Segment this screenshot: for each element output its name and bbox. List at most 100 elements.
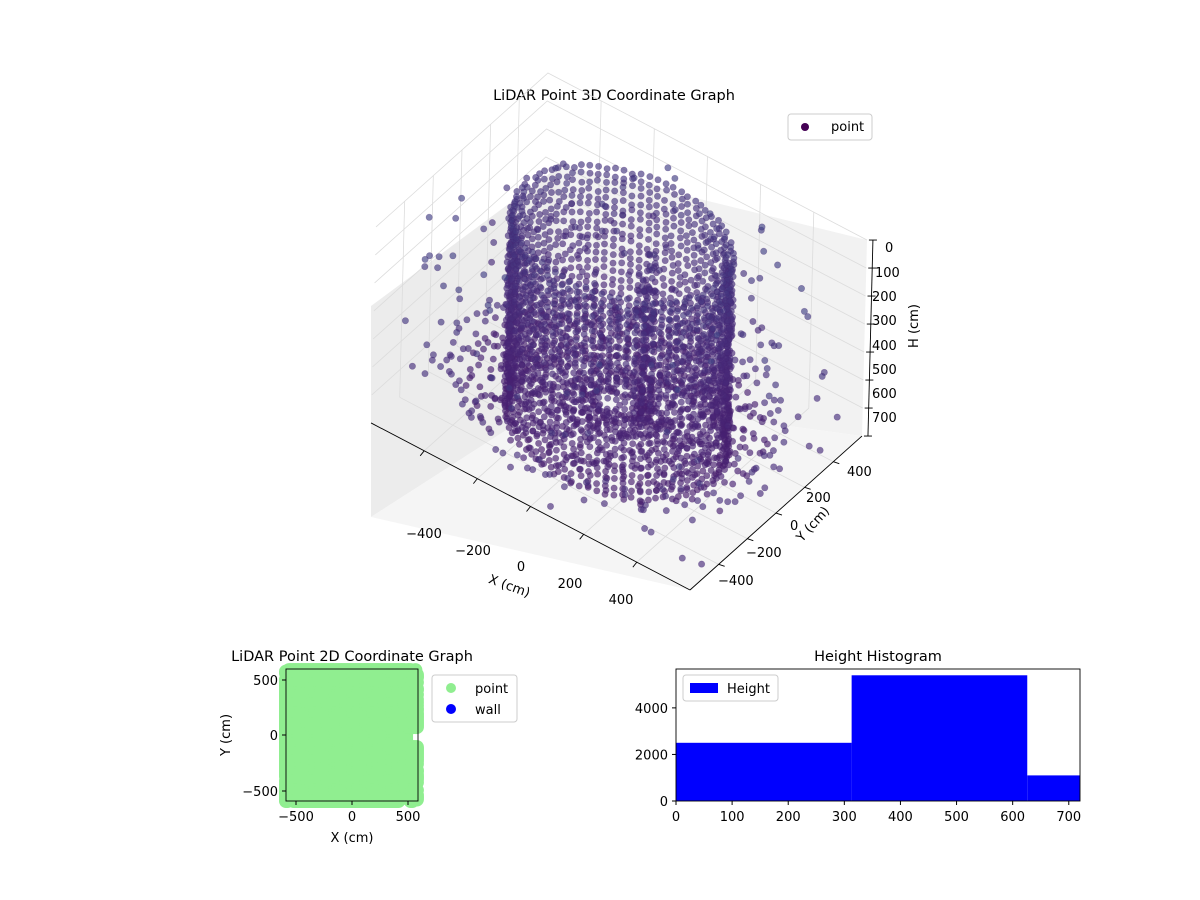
point-3d [735,405,743,413]
point-3d [626,260,634,268]
point-3d [683,246,691,254]
point-3d [579,347,587,355]
point-3d [507,404,515,412]
point-3d [749,430,757,438]
point-3d [684,469,692,477]
point-3d [512,379,520,387]
point-3d [576,199,584,207]
point-3d [652,201,660,209]
x-tick-label: 0 [517,560,525,575]
point-3d [546,418,554,426]
point-3d [650,478,658,486]
point-3d [746,449,754,457]
point-3d [586,414,594,422]
point-3d [595,378,603,386]
point-3d [623,295,631,303]
point-3d [687,304,695,312]
point-3d [774,261,782,269]
point-3d [681,278,689,286]
point-3d [735,381,743,389]
point-3d [576,224,584,232]
point-3d [512,420,520,428]
point-3d [611,451,619,459]
point-3d [652,209,660,217]
point-3d [766,409,774,417]
point-3d [685,222,693,230]
point-3d [593,487,601,495]
point-3d [583,272,591,280]
point-3d [632,308,640,316]
point-3d [534,369,542,377]
point-3d [636,209,644,217]
point-3d [568,208,576,216]
point-3d [593,208,601,216]
point-3d [592,241,600,249]
point-3d [602,186,610,194]
point-3d [714,377,722,385]
point-3d [569,407,577,415]
point-3d [620,249,628,257]
point-3d [677,211,685,219]
point-3d [611,197,619,205]
point-3d [595,402,603,410]
point-3d [612,405,620,413]
point-3d [680,328,688,336]
point-3d [677,406,685,414]
point-3d [617,284,625,292]
point-3d [693,302,701,310]
point-3d [662,180,670,188]
point-3d [554,461,562,469]
point-3d [560,443,568,451]
y-tick-mark [833,461,840,465]
x-tick-label: 200 [558,577,583,592]
point-3d [713,315,721,323]
point-3d [584,256,592,264]
point-3d [592,387,600,395]
point-3d [586,443,594,451]
point-3d [594,424,602,432]
point-3d [526,444,534,452]
point-3d [646,401,654,409]
point-3d [683,485,691,493]
point-3d [547,393,555,401]
point-3d [753,379,761,387]
point-3d [685,437,693,445]
point-3d [673,338,681,346]
point-3d [524,335,532,343]
point-3d [570,164,578,172]
point-3d [655,418,663,426]
point-3d [666,316,674,324]
grid-line [755,184,762,381]
point-3d [668,277,676,285]
point-3d [568,272,576,280]
point-3d [605,363,613,371]
point-3d [600,240,608,248]
point-3d [694,318,702,326]
point-3d [615,303,623,311]
point-3d [648,274,656,282]
point-3d [503,417,511,425]
point-3d [646,384,654,392]
point-3d [581,314,589,322]
point-3d [540,239,548,247]
point-3d [610,210,618,218]
point-3d [629,416,637,424]
point-3d [554,414,562,422]
point-3d [695,265,703,273]
point-3d [693,348,701,356]
point-3d [458,400,466,408]
point-3d [594,417,602,425]
point-3d [618,434,626,442]
point-3d [593,218,601,226]
y-tick-mark [718,563,725,567]
point-3d [682,255,690,263]
point-3d [473,310,481,318]
point-3d [476,412,484,420]
point-3d [613,374,621,382]
point-3d [671,174,679,182]
point-3d [499,449,507,457]
point-3d [683,238,691,246]
point-3d [699,378,707,386]
grid-line [375,72,868,241]
point-3d [637,431,645,439]
